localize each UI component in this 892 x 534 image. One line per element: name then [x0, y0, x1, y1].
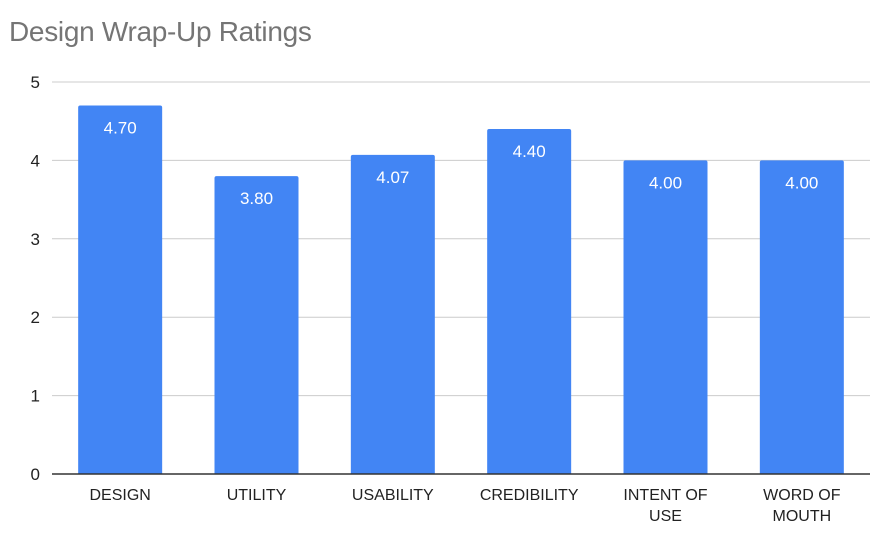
x-tick-label: WORD OF MOUTH [763, 487, 841, 525]
bar [78, 105, 163, 475]
x-tick-label-line: UTILITY [227, 487, 287, 504]
bar [350, 154, 435, 475]
bars: 4.70 3.80 4.07 4.40 4.00 4.00 [78, 105, 844, 475]
bar [214, 176, 299, 474]
bar-group: 4.00 [759, 160, 844, 474]
x-tick-label: CREDIBILITY [480, 487, 579, 504]
y-tick-label: 1 [31, 387, 40, 406]
bar-value-label: 4.70 [104, 119, 137, 138]
gridlines [52, 81, 870, 397]
x-tick-label-line: CREDIBILITY [480, 487, 579, 504]
x-tick-label: DESIGN [89, 487, 150, 504]
y-axis-ticks: 0 1 2 3 4 5 [31, 73, 40, 484]
bar [623, 160, 708, 474]
x-tick-label-line: INTENT OF [623, 487, 707, 504]
y-tick-label: 5 [31, 73, 40, 92]
x-tick-label-line: DESIGN [89, 487, 150, 504]
x-tick-label: INTENT OF USE [623, 487, 707, 525]
x-tick-label-line: USE [649, 508, 682, 525]
chart-title: Design Wrap-Up Ratings [9, 16, 312, 47]
bar-value-label: 4.00 [785, 173, 818, 192]
x-axis-ticks: DESIGN UTILITY USABILITY CREDIBILITY INTENT … [89, 487, 840, 525]
bar-group: 4.07 [350, 154, 435, 475]
bar-value-label: 4.07 [376, 168, 409, 187]
bar [759, 160, 844, 474]
bar-group: 3.80 [214, 176, 299, 474]
bar-group: 4.40 [487, 129, 572, 475]
x-tick-label: UTILITY [227, 487, 287, 504]
y-tick-label: 2 [31, 308, 40, 327]
y-tick-label: 4 [31, 151, 40, 170]
bar-group: 4.00 [623, 160, 708, 474]
bar-value-label: 3.80 [240, 189, 273, 208]
y-tick-label: 3 [31, 230, 40, 249]
bar [487, 129, 572, 475]
x-tick-label-line: USABILITY [352, 487, 434, 504]
x-tick-label-line: WORD OF [763, 487, 841, 504]
x-tick-label-line: MOUTH [773, 508, 832, 525]
bar-group: 4.70 [78, 105, 163, 475]
bar-value-label: 4.00 [649, 173, 682, 192]
bar-value-label: 4.40 [513, 142, 546, 161]
y-tick-label: 0 [31, 465, 40, 484]
x-tick-label: USABILITY [352, 487, 434, 504]
